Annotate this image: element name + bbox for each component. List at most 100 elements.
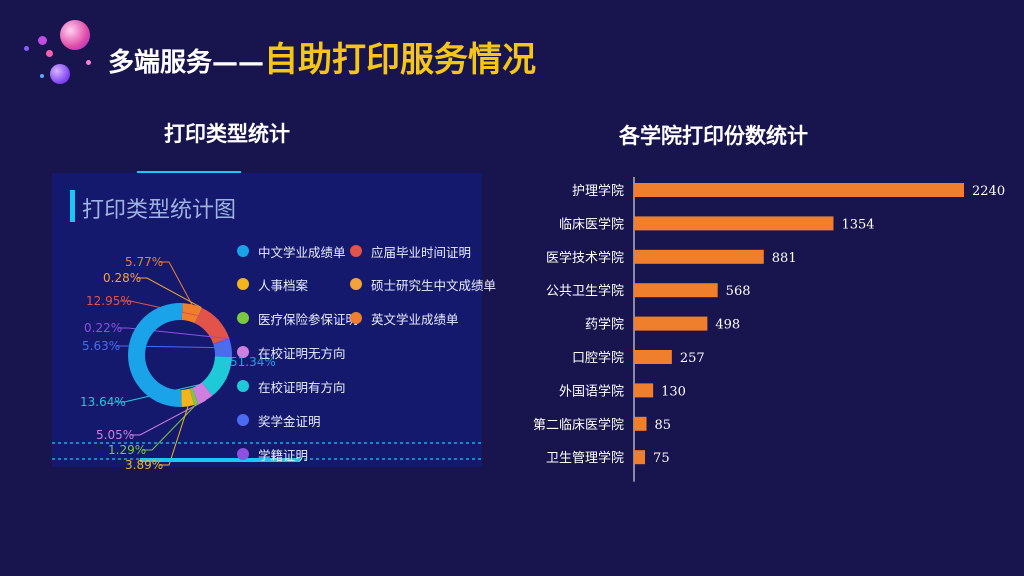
bar-value-label: 568 [726, 284, 751, 299]
bar-category-label: 药学院 [585, 317, 624, 333]
panel-highlight-bar [140, 458, 300, 462]
legend-swatch [237, 448, 249, 460]
legend-label: 中文学业成绩单 [258, 244, 346, 260]
donut-pct-label: 3.89% [125, 458, 164, 472]
donut-slice [189, 387, 199, 406]
legend-swatch [237, 312, 249, 324]
left-section-underline [137, 171, 241, 174]
donut-pct-label: 1.29% [108, 443, 147, 457]
bar-category-label: 卫生管理学院 [546, 450, 624, 466]
legend-item: 医疗保险参保证明 [237, 308, 358, 328]
right-section-title: 各学院打印份数统计 [619, 124, 808, 148]
decor-bubble-small-2 [46, 50, 53, 57]
legend-swatch [237, 245, 249, 257]
legend-label: 英文学业成绩单 [371, 311, 459, 327]
bar-value-label: 498 [715, 318, 740, 333]
donut-pct-label: 51.34% [230, 355, 276, 369]
bar-value-label: 130 [661, 384, 686, 399]
decor-bubble-small-1 [38, 36, 47, 45]
bar [634, 249, 764, 264]
bar-category-label: 外国语学院 [559, 383, 624, 399]
bar [634, 416, 647, 431]
legend-item: 硕士研究生中文成绩单 [350, 274, 496, 294]
donut-pct-label: 0.22% [84, 321, 123, 335]
bar-category-label: 第二临床医学院 [533, 417, 624, 433]
bar [634, 183, 964, 197]
donut-leader-line [137, 277, 202, 308]
legend-swatch [350, 312, 362, 324]
page-title: 多端服务—— 自助打印服务情况 [108, 32, 536, 81]
legend-label: 人事档案 [258, 277, 309, 293]
legend-item: 奖学金证明 [237, 410, 321, 430]
legend-swatch [237, 346, 249, 358]
decor-bubble-small-5 [40, 74, 44, 78]
bar-value-label: 257 [680, 351, 705, 366]
donut-leader-line [130, 399, 206, 436]
donut-slice [192, 382, 213, 404]
decor-bubble-medium [50, 64, 70, 84]
bar [634, 383, 654, 398]
legend-item: 应届毕业时间证明 [350, 241, 471, 261]
donut-leader-line [159, 406, 189, 466]
donut-pct-label: 12.95% [86, 294, 132, 308]
legend-swatch [350, 278, 362, 290]
bar-value-label: 1354 [841, 217, 874, 232]
donut-slice [181, 388, 195, 407]
legend-label: 硕士研究生中文成绩单 [371, 277, 497, 293]
donut-slice [201, 356, 232, 396]
decor-bubble-large [60, 20, 90, 50]
legend-label: 在校证明有方向 [258, 379, 346, 395]
donut-leader-line [142, 404, 197, 451]
bar [634, 283, 718, 298]
bar-category-label: 临床医学院 [559, 216, 624, 232]
decor-bubble-small-4 [86, 60, 91, 65]
page-title-main: 自助打印服务情况 [264, 40, 537, 80]
donut-slice [181, 303, 201, 323]
page-title-prefix: 多端服务—— [108, 48, 265, 78]
legend-label: 奖学金证明 [258, 413, 321, 429]
donut-leader-line [114, 377, 227, 403]
donut-pct-label: 5.77% [125, 255, 164, 269]
bar [634, 450, 646, 465]
donut-pct-label: 0.28% [103, 271, 142, 285]
legend-swatch [237, 380, 249, 392]
legend-item: 在校证明有方向 [237, 376, 346, 396]
donut-pct-label: 5.63% [82, 339, 121, 353]
donut-leader-line [120, 300, 219, 321]
legend-label: 医疗保险参保证明 [258, 311, 359, 327]
bar-value-label: 2240 [972, 184, 1005, 199]
legend-item: 人事档案 [237, 274, 308, 294]
bar [634, 316, 708, 331]
bar-category-label: 医学技术学院 [546, 250, 624, 266]
legend-label: 学籍证明 [258, 447, 309, 463]
legend-swatch [350, 245, 362, 257]
bar-category-label: 口腔学院 [572, 350, 624, 366]
decor-bubble-small-3 [24, 46, 29, 51]
donut-leader-line [159, 261, 193, 305]
legend-item: 英文学业成绩单 [350, 308, 459, 328]
donut-chart-panel [52, 173, 482, 467]
legend-label: 在校证明无方向 [258, 345, 346, 361]
legend-item: 学籍证明 [237, 444, 308, 464]
bar [634, 350, 672, 364]
bar [634, 216, 834, 231]
donut-chart-title: 打印类型统计图 [82, 198, 237, 223]
donut-pct-label: 13.64% [80, 395, 126, 409]
legend-label: 应届毕业时间证明 [371, 244, 472, 260]
panel-title-accent [70, 190, 75, 222]
legend-swatch [237, 278, 249, 290]
bar-value-label: 881 [772, 251, 797, 266]
bar-category-label: 公共卫生学院 [546, 283, 624, 299]
donut-leader-line [118, 327, 230, 340]
bar-value-label: 85 [655, 418, 672, 433]
bar-value-label: 75 [653, 451, 670, 466]
donut-slice [213, 338, 230, 345]
donut-leader-line [116, 345, 232, 349]
legend-item: 中文学业成绩单 [237, 241, 346, 261]
bar-category-label: 护理学院 [572, 183, 624, 199]
donut-pct-label: 5.05% [96, 428, 135, 442]
legend-swatch [237, 414, 249, 426]
left-section-title: 打印类型统计 [164, 122, 290, 146]
